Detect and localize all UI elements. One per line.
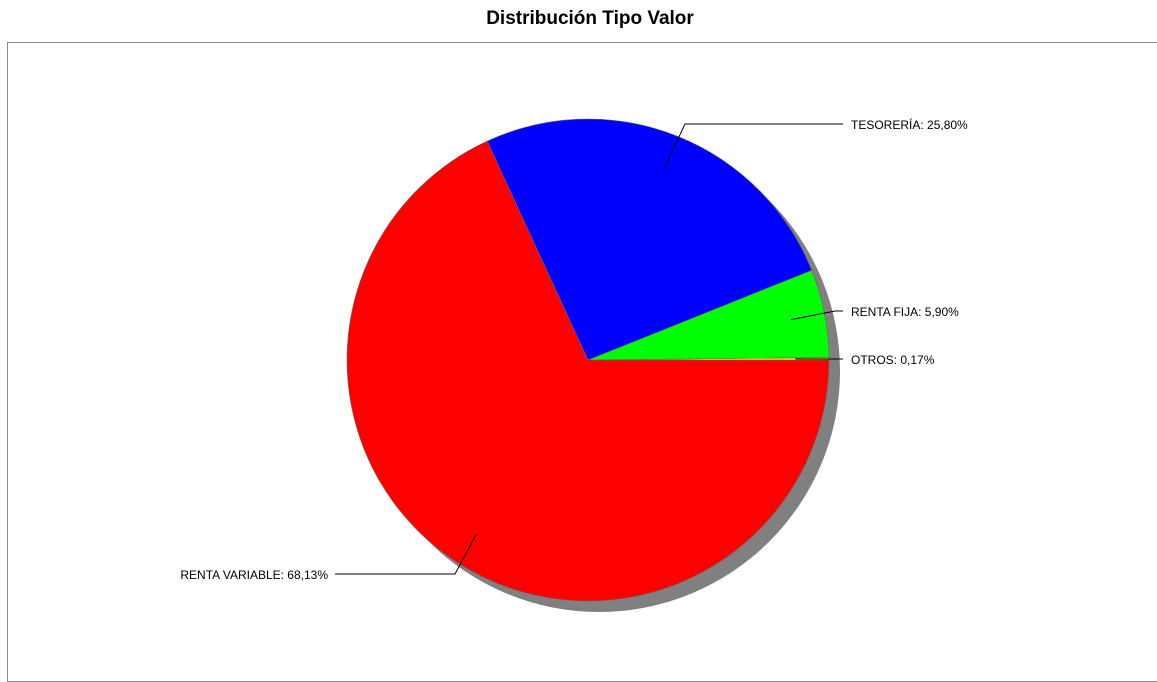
slice-label-renta-fija: RENTA FIJA: 5,90%: [851, 305, 959, 319]
slice-label-renta-variable: RENTA VARIABLE: 68,13%: [180, 568, 328, 582]
slice-label-otros: OTROS: 0,17%: [851, 353, 935, 367]
slice-label-tesoreria: TESORERÍA: 25,80%: [851, 117, 968, 132]
